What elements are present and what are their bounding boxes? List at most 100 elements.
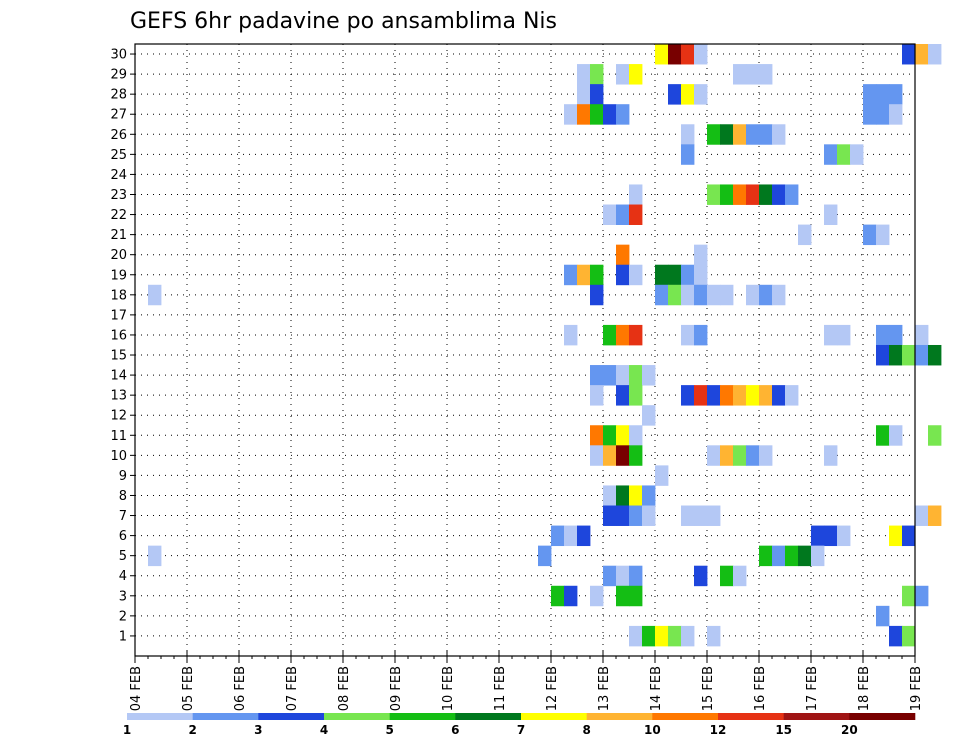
heatmap-cell	[629, 324, 643, 346]
heatmap-cell	[772, 545, 786, 567]
heatmap-cell	[577, 104, 591, 125]
heatmap-cell	[616, 264, 630, 286]
heatmap-cell	[720, 184, 734, 205]
heatmap-cell	[681, 625, 695, 647]
heatmap-cell	[759, 64, 773, 85]
heatmap-cell	[590, 445, 604, 466]
y-tick-label: 28	[110, 88, 127, 103]
heatmap-cell	[798, 224, 812, 246]
heatmap-cell	[863, 224, 877, 246]
heatmap-cell	[655, 284, 669, 306]
y-tick-label: 25	[110, 148, 127, 163]
heatmap-cell	[590, 84, 604, 105]
colorbar-tick-label: 20	[841, 723, 858, 737]
heatmap-cell	[668, 284, 682, 306]
heatmap-cell	[629, 204, 643, 225]
heatmap-cell	[889, 625, 903, 647]
heatmap-cell	[811, 545, 825, 567]
heatmap-cell	[707, 385, 721, 406]
heatmap-cell	[590, 64, 604, 85]
colorbar-swatch	[521, 713, 587, 720]
heatmap-cell	[837, 324, 851, 346]
y-tick-label: 16	[110, 328, 127, 343]
heatmap-cell	[850, 144, 864, 165]
heatmap-cell	[902, 625, 916, 647]
heatmap-cell	[629, 264, 643, 286]
heatmap-cell	[564, 585, 578, 607]
y-tick-label: 6	[119, 529, 127, 544]
heatmap-cell	[616, 104, 630, 125]
heatmap-cell	[915, 585, 929, 607]
y-tick-label: 9	[119, 469, 127, 484]
colorbar-tick-label: 15	[775, 723, 792, 737]
heatmap-cell	[694, 565, 708, 587]
heatmap-cell	[915, 505, 929, 526]
heatmap-cell	[642, 365, 656, 386]
y-tick-label: 29	[110, 68, 127, 83]
heatmap-cell	[694, 324, 708, 346]
x-tick-label: 09 FEB	[389, 666, 404, 711]
heatmap-cell	[733, 184, 747, 205]
heatmap-cell	[655, 264, 669, 286]
heatmap-cell	[668, 264, 682, 286]
heatmap-cell	[759, 184, 773, 205]
heatmap-cell	[746, 284, 760, 306]
heatmap-cell	[902, 525, 916, 547]
heatmap-cell	[889, 84, 903, 105]
heatmap-cell	[642, 485, 656, 506]
heatmap-cell	[629, 445, 643, 466]
heatmap-cell	[590, 264, 604, 286]
heatmap-cell	[720, 284, 734, 306]
heatmap-cell	[603, 204, 617, 225]
heatmap-cell	[733, 64, 747, 85]
y-tick-label: 7	[119, 509, 127, 524]
heatmap-cell	[655, 625, 669, 647]
heatmap-cell	[759, 545, 773, 567]
x-tick-label: 19 FEB	[909, 666, 924, 711]
y-tick-label: 17	[110, 308, 127, 323]
heatmap-cell	[681, 264, 695, 286]
heatmap-cell	[603, 485, 617, 506]
heatmap-cell	[733, 124, 747, 145]
heatmap-cell	[629, 585, 643, 607]
heatmap-cell	[707, 445, 721, 466]
heatmap-cell	[629, 184, 643, 205]
x-tick-label: 16 FEB	[753, 666, 768, 711]
heatmap-cell	[681, 505, 695, 526]
colorbar-swatch	[783, 713, 850, 720]
y-tick-label: 20	[110, 248, 127, 263]
heatmap-cell	[616, 425, 630, 446]
heatmap-cell	[616, 64, 630, 85]
colorbar-tick-label: 7	[517, 723, 525, 737]
heatmap-cell	[772, 184, 786, 205]
colorbar-tick-label: 2	[188, 723, 196, 737]
heatmap-cell	[616, 365, 630, 386]
x-tick-label: 04 FEB	[129, 666, 144, 711]
heatmap-cell	[590, 284, 604, 306]
heatmap-cell	[824, 204, 838, 225]
heatmap-cell	[902, 585, 916, 607]
heatmap-cell	[616, 505, 630, 526]
colorbar-swatch	[455, 713, 522, 720]
heatmap-cell	[733, 385, 747, 406]
heatmap-cell	[642, 405, 656, 426]
heatmap-cell	[928, 425, 942, 446]
heatmap-cell	[707, 284, 721, 306]
heatmap-cell	[148, 284, 162, 306]
chart-title: GEFS 6hr padavine po ansamblima Nis	[130, 9, 557, 34]
heatmap-cell	[148, 545, 162, 567]
heatmap-cell	[590, 365, 604, 386]
heatmap-cell	[928, 505, 942, 526]
heatmap-cell	[785, 545, 799, 567]
heatmap-cell	[603, 505, 617, 526]
heatmap-cell	[746, 445, 760, 466]
heatmap-cell	[668, 84, 682, 105]
heatmap-cell	[577, 525, 591, 547]
y-tick-label: 5	[119, 549, 127, 564]
y-tick-label: 1	[119, 629, 127, 644]
heatmap-cell	[616, 485, 630, 506]
heatmap-cell	[668, 625, 682, 647]
heatmap-cell	[720, 385, 734, 406]
heatmap-cell	[759, 284, 773, 306]
